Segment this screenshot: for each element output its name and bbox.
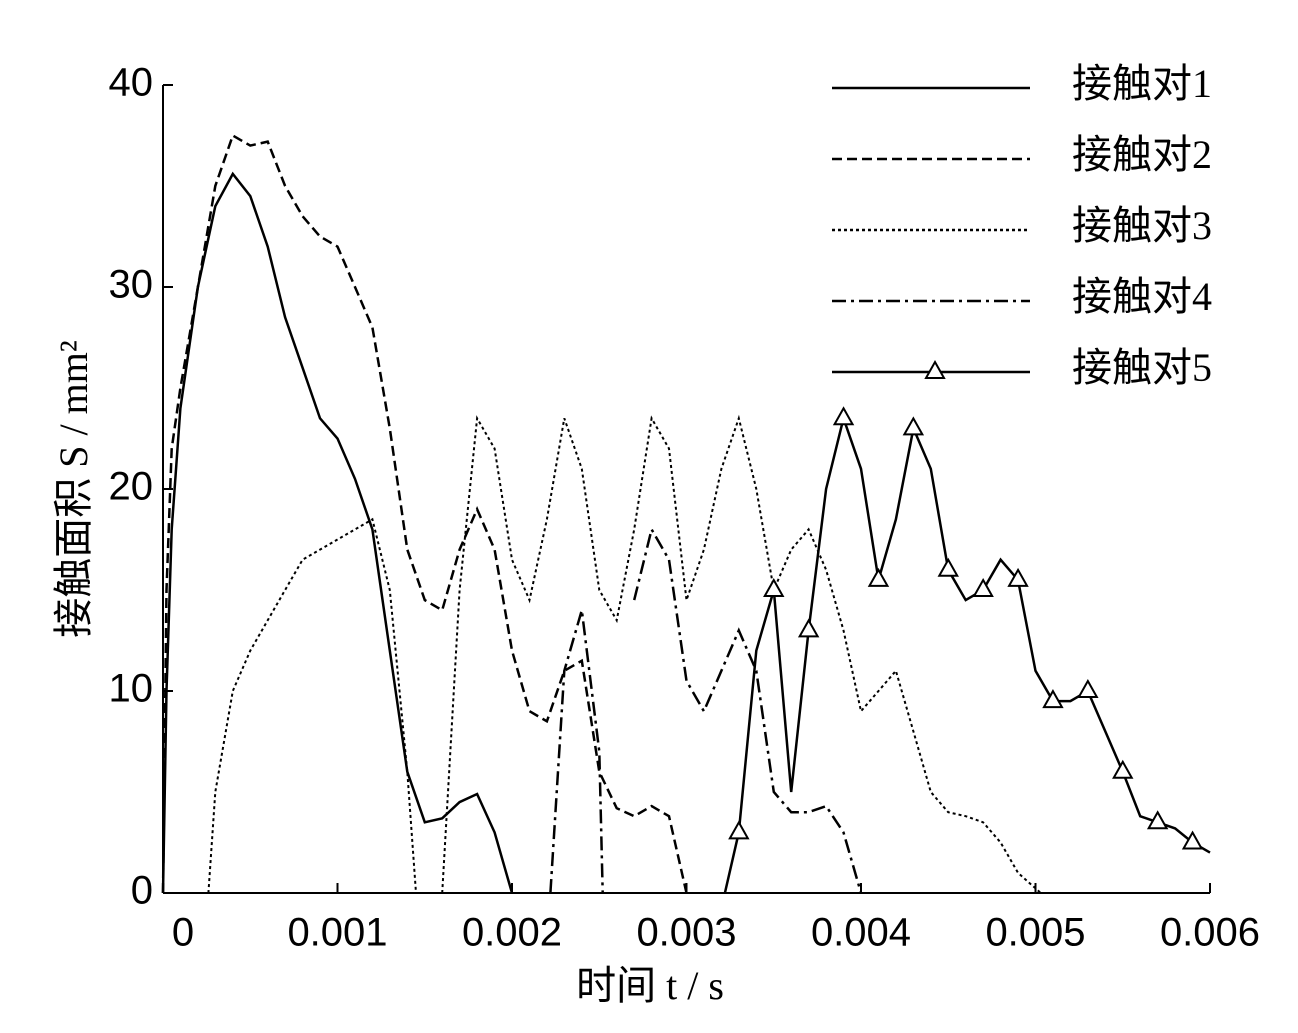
- x-tick-label: 0.005: [985, 911, 1085, 955]
- legend-label: 接触对3: [1072, 203, 1212, 248]
- marker: [902, 416, 925, 436]
- y-tick-label: 30: [109, 263, 154, 307]
- x-axis-label: 时间 t / s: [576, 963, 724, 1008]
- x-tick-label: 0.001: [287, 911, 387, 955]
- legend-marker: [924, 359, 946, 379]
- y-tick-label: 40: [109, 61, 154, 105]
- marker: [1146, 810, 1169, 830]
- y-tick-label: 20: [109, 465, 154, 509]
- marker: [763, 577, 785, 597]
- series-line: [161, 171, 514, 894]
- x-tick-label: 0.003: [636, 911, 736, 955]
- marker: [867, 567, 890, 587]
- series-line: [207, 414, 1042, 894]
- marker: [1077, 678, 1099, 698]
- y-tick-label: 10: [109, 667, 154, 711]
- marker: [832, 406, 855, 426]
- legend-label: 接触对4: [1072, 274, 1212, 319]
- marker: [797, 618, 820, 638]
- marker: [937, 557, 959, 577]
- series-line: [723, 413, 1211, 894]
- marker: [728, 820, 750, 840]
- marker: [972, 577, 994, 597]
- x-tick-label: 0.006: [1160, 911, 1260, 955]
- x-tick-label: 0: [172, 911, 194, 955]
- legend-label: 接触对1: [1072, 61, 1212, 106]
- marker: [1042, 689, 1064, 709]
- legend-label: 接触对5: [1072, 345, 1212, 390]
- marker: [1007, 567, 1029, 587]
- x-tick-label: 0.004: [811, 911, 911, 955]
- marker: [1181, 830, 1204, 850]
- y-tick-label: 0: [131, 869, 153, 913]
- series-line: [549, 526, 863, 894]
- x-tick-label: 0.002: [462, 911, 562, 955]
- series-line: [161, 133, 688, 894]
- marker: [1112, 759, 1134, 779]
- legend-label: 接触对2: [1072, 132, 1212, 177]
- y-axis-label: 接触面积 S / mm²: [51, 340, 96, 638]
